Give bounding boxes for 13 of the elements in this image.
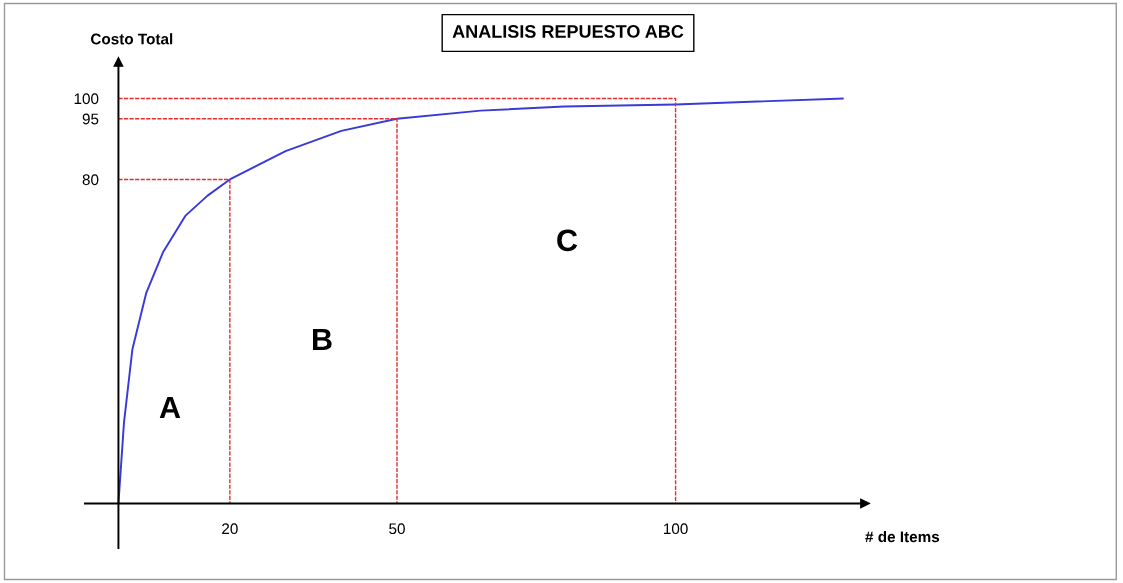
x-tick-label: 100 xyxy=(663,523,688,535)
annotation: B xyxy=(313,328,332,350)
annotation: C xyxy=(557,229,578,252)
y-tick-label: 95 xyxy=(82,113,99,125)
chart-title: ANALISIS REPUESTO ABC xyxy=(452,25,684,38)
annotation: A xyxy=(159,396,181,418)
line-series xyxy=(117,97,844,505)
y-axis-title: Costo Total xyxy=(90,33,173,45)
y-tick-label: 100 xyxy=(74,93,99,105)
y-tick-label: 80 xyxy=(82,174,99,186)
x-axis-title: # de Items xyxy=(865,530,940,543)
x-tick-label: 20 xyxy=(222,523,238,535)
x-tick-label: 50 xyxy=(389,523,405,535)
